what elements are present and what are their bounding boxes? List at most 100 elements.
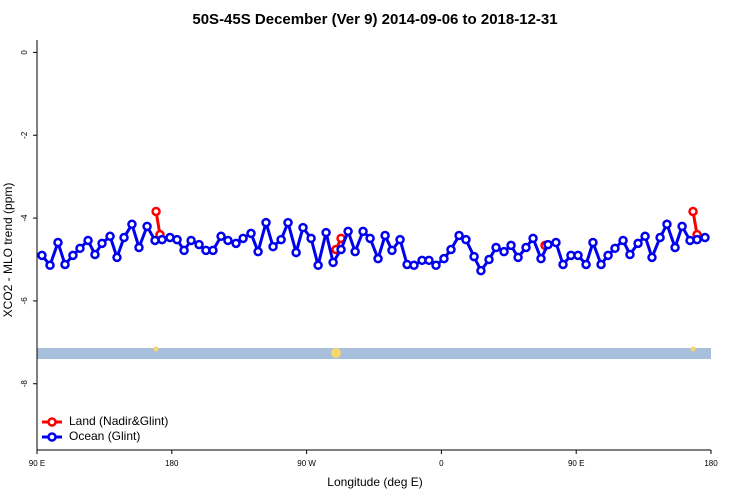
data-point (476, 265, 486, 276)
data-point (387, 245, 397, 256)
data-point (194, 239, 204, 250)
data-point (543, 239, 553, 250)
data-point (446, 244, 456, 255)
data-point (246, 228, 256, 239)
data-point (647, 252, 657, 263)
data-point (45, 260, 55, 271)
x-tick-label: 180 (165, 459, 179, 468)
y-tick-label: -6 (20, 297, 29, 305)
data-point (350, 246, 360, 257)
data-point (640, 231, 650, 242)
data-point (313, 260, 323, 271)
coverage-band (37, 348, 711, 359)
data-point (97, 238, 107, 249)
y-tick-label: -8 (20, 380, 29, 388)
data-point (692, 234, 702, 245)
x-tick-label: 90 E (568, 459, 584, 468)
legend-label: Land (Nadir&Glint) (69, 414, 168, 428)
data-point (603, 250, 613, 261)
data-point (454, 230, 464, 241)
data-point (688, 206, 698, 217)
legend-label: Ocean (Glint) (69, 429, 140, 443)
legend-marker (47, 432, 57, 442)
data-point (677, 221, 687, 232)
data-point (588, 237, 598, 248)
data-point (581, 259, 591, 270)
y-tick-label: -4 (20, 214, 29, 222)
data-point (105, 231, 115, 242)
data-point (151, 206, 161, 217)
y-axis-label: XCO2 - MLO trend (ppm) (1, 183, 15, 318)
data-point (573, 250, 583, 261)
data-point (37, 250, 47, 261)
data-point (506, 240, 516, 251)
data-point (283, 217, 293, 228)
data-point (491, 242, 501, 253)
data-point (75, 243, 85, 254)
x-axis-label: Longitude (deg E) (327, 475, 422, 489)
data-point (186, 235, 196, 246)
data-point (528, 233, 538, 244)
data-point (380, 230, 390, 241)
data-point (365, 233, 375, 244)
x-tick-label: 90 W (297, 459, 316, 468)
data-point (253, 246, 263, 257)
data-point (373, 253, 383, 264)
data-point (306, 233, 316, 244)
x-tick-label: 0 (439, 459, 444, 468)
data-point (83, 235, 93, 246)
data-point (461, 234, 471, 245)
coverage-dot (153, 346, 159, 352)
data-point (395, 234, 405, 245)
data-point (231, 238, 241, 249)
data-point (172, 234, 182, 245)
data-point (321, 227, 331, 238)
data-point (127, 219, 137, 230)
data-point (618, 235, 628, 246)
data-point (179, 245, 189, 256)
coverage-dot (690, 346, 696, 352)
y-tick-label: 0 (20, 50, 29, 55)
data-point (358, 226, 368, 237)
data-point (328, 257, 338, 268)
data-point (431, 260, 441, 271)
data-point (238, 233, 248, 244)
data-point (670, 242, 680, 253)
legend-marker (47, 417, 57, 427)
data-point (343, 226, 353, 237)
data-point (223, 235, 233, 246)
data-point (610, 243, 620, 254)
data-point (469, 251, 479, 262)
data-point (298, 222, 308, 233)
data-point (157, 234, 167, 245)
data-point (558, 259, 568, 270)
data-point (596, 259, 606, 270)
data-point (276, 234, 286, 245)
coverage-dot (331, 348, 341, 358)
data-point (134, 242, 144, 253)
data-point (513, 252, 523, 263)
data-point (499, 246, 509, 257)
data-point (551, 237, 561, 248)
data-point (291, 247, 301, 258)
data-point (409, 260, 419, 271)
data-point (216, 231, 226, 242)
data-point (90, 249, 100, 260)
x-tick-label: 180 (704, 459, 718, 468)
data-point (336, 244, 346, 255)
data-point (424, 255, 434, 266)
data-point (53, 237, 63, 248)
y-tick-label: -2 (20, 131, 29, 139)
data-point (112, 252, 122, 263)
data-point (484, 254, 494, 265)
data-point (268, 241, 278, 252)
data-point (439, 253, 449, 264)
data-point (60, 259, 70, 270)
data-point (119, 232, 129, 243)
data-point (662, 219, 672, 230)
data-point (208, 245, 218, 256)
x-tick-label: 90 E (29, 459, 45, 468)
data-point (633, 238, 643, 249)
data-point (68, 250, 78, 261)
